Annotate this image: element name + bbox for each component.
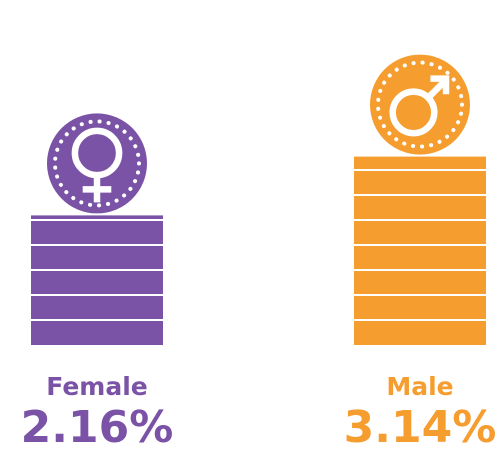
coin-stack [31,215,163,345]
category-label: Male [386,372,453,401]
page: {"chart_data": {"type": "pictograph", "c… [0,0,503,461]
category-label: Female [46,372,147,401]
coin-face [370,55,470,155]
value-label: 2.16% [21,402,174,453]
coin-stack [354,157,486,345]
chart: Female2.16% Male3.14% [0,0,503,461]
value-label: 3.14% [344,402,497,453]
